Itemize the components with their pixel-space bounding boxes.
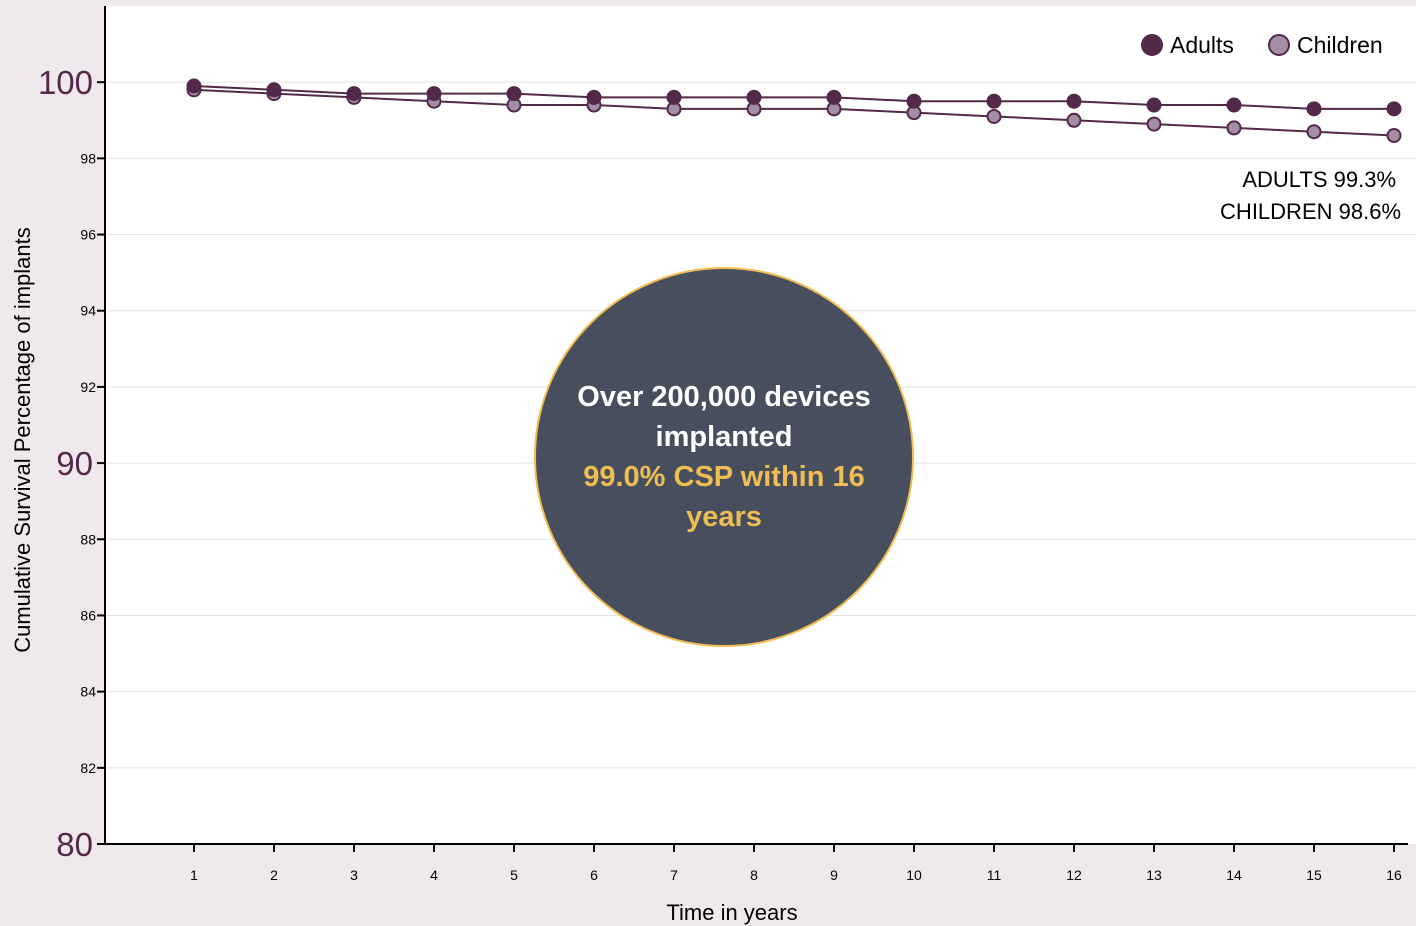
y-tick-label-88: 88 [80,531,96,547]
y-tick-label-96: 96 [80,227,96,243]
y-tick-label-98: 98 [80,150,96,166]
point-children-11 [986,108,1002,124]
y-tick-label-86: 86 [80,607,96,623]
x-tick-label-13: 13 [1146,867,1162,883]
x-axis-label: Time in years [666,900,797,925]
x-tick-label-5: 5 [510,867,518,883]
x-tick-label-16: 16 [1386,867,1402,883]
x-tick-label-15: 15 [1306,867,1322,883]
x-tick-label-2: 2 [270,867,278,883]
point-adults-1 [186,78,202,94]
point-adults-11 [986,93,1002,109]
point-adults-6 [586,89,602,105]
point-adults-12 [1066,93,1082,109]
point-adults-3 [346,86,362,102]
y-tick-label-92: 92 [80,379,96,395]
series-line-children [193,88,1395,137]
callout-devices-text: Over 200,000 devices implanted [577,381,871,453]
y-tick-label-84: 84 [80,684,96,700]
series-group [186,78,1402,144]
point-adults-7 [666,89,682,105]
point-adults-16 [1386,101,1402,117]
point-children-12 [1066,112,1082,128]
y-axis-ticks: 80 82 84 86 88 90 92 94 96 98 100 [38,64,105,863]
legend-adults-label: Adults [1170,32,1234,58]
y-tick-label-94: 94 [80,303,96,319]
end-label-children: CHILDREN 98.6% [1220,199,1401,224]
legend-children-label: Children [1297,32,1383,58]
point-adults-9 [826,89,842,105]
x-tick-label-6: 6 [590,867,598,883]
y-tick-label-90: 90 [56,445,93,482]
point-adults-13 [1146,97,1162,113]
point-children-14 [1226,120,1242,136]
point-adults-4 [426,86,442,102]
x-tick-label-3: 3 [350,867,358,883]
point-children-13 [1146,116,1162,132]
point-adults-15 [1306,101,1322,117]
y-axis-label: Cumulative Survival Percentage of implan… [10,227,35,653]
x-tick-label-11: 11 [987,867,1002,883]
x-tick-label-1: 1 [190,867,198,883]
x-tick-label-12: 12 [1066,867,1082,883]
x-tick-label-9: 9 [830,867,838,883]
x-tick-label-14: 14 [1226,867,1242,883]
legend-adults-marker [1141,34,1163,56]
legend: Adults Children [1141,32,1383,58]
point-children-15 [1306,124,1322,140]
point-adults-10 [906,93,922,109]
series-line-adults [193,84,1394,110]
y-tick-label-82: 82 [80,760,96,776]
x-tick-label-7: 7 [670,867,678,883]
x-tick-label-4: 4 [430,867,438,883]
x-tick-label-8: 8 [750,867,758,883]
x-tick-label-10: 10 [906,867,922,883]
end-label-adults: ADULTS 99.3% [1242,167,1396,192]
point-adults-2 [266,82,282,98]
point-adults-14 [1226,97,1242,113]
legend-children-marker [1268,34,1290,56]
x-axis-ticks: 1 2 3 4 5 6 7 8 9 10 11 12 13 14 15 16 [190,844,1402,883]
point-adults-5 [506,86,522,102]
callout-csp-text: 99.0% CSP within 16 years [583,461,865,533]
y-tick-label-80: 80 [56,826,93,863]
point-adults-8 [746,89,762,105]
callout-circle: Over 200,000 devices implanted 99.0% CSP… [534,267,914,647]
point-children-16 [1386,128,1402,144]
y-tick-label-100: 100 [38,64,93,101]
